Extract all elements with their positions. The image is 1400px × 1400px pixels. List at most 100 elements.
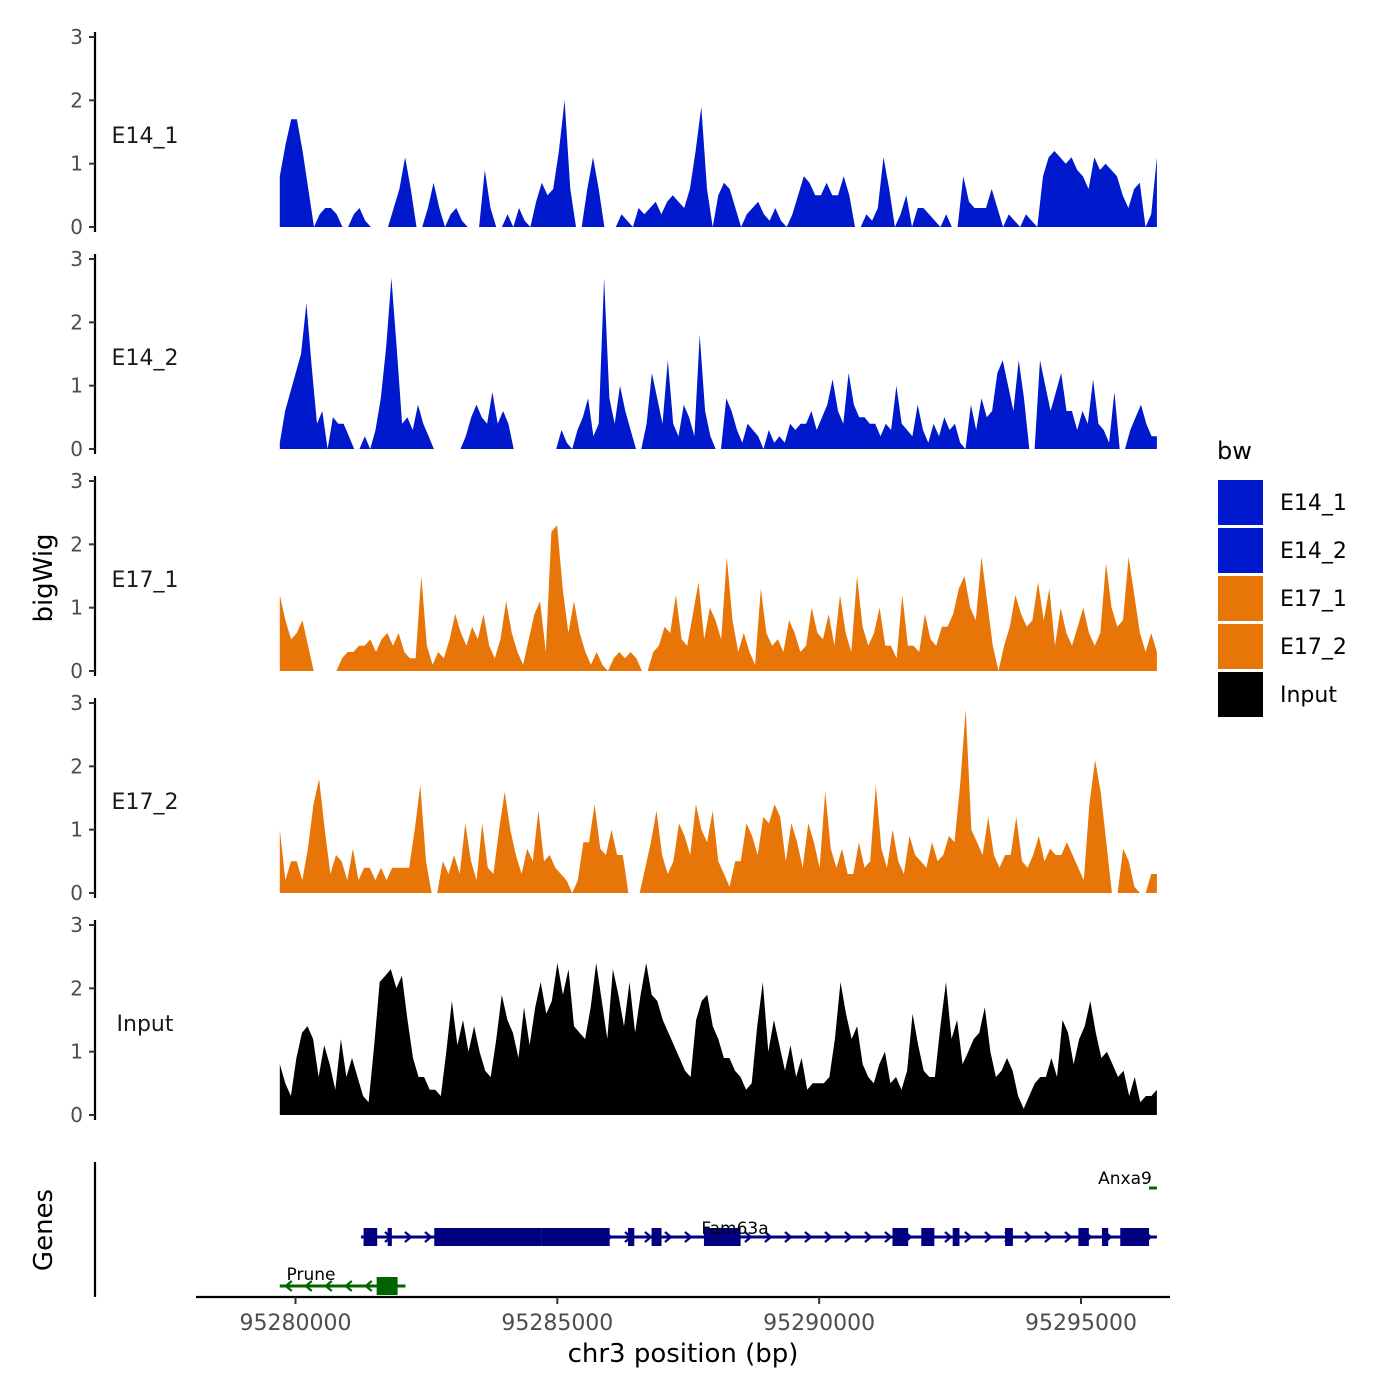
track-E14_1: 0 1 2 3 E14_1: [70, 25, 1157, 239]
y-axis-label: bigWig: [29, 533, 59, 622]
legend-swatch: [1218, 576, 1263, 621]
exon-block: [1005, 1228, 1013, 1246]
gene-Prune: Prune: [279, 1265, 406, 1295]
track-label: E14_1: [112, 124, 179, 149]
y-tick-label: 1: [70, 596, 83, 620]
x-axis: 95280000 95285000 95290000 95295000: [196, 1295, 1170, 1336]
strand-arrow: [664, 1231, 673, 1243]
y-tick-label: 0: [70, 1103, 83, 1127]
strand-arrow: [864, 1231, 873, 1243]
coverage-tracks: 0 1 2 3 E14_1 0 1 2 3 E14_2 0 1 2 3 E17_1 0 1 2 3 E17_2 0 1 2 3…: [70, 25, 1157, 1127]
y-tick-label: 2: [70, 754, 83, 778]
y-tick-label: 2: [70, 532, 83, 556]
exon-block: [1120, 1228, 1150, 1246]
y-tick-label: 0: [70, 437, 83, 461]
gene-Fam63a: Fam63a: [360, 1219, 1157, 1246]
gene-label: Anxa9: [1098, 1169, 1152, 1189]
track-label: E17_1: [112, 568, 179, 593]
y-tick-label: 2: [70, 88, 83, 112]
track-E17_2: 0 1 2 3 E17_2: [70, 691, 1157, 905]
track-label: E17_2: [112, 790, 179, 815]
exon-block: [541, 1228, 610, 1246]
exon-block: [651, 1228, 662, 1246]
gene-label: Prune: [287, 1265, 336, 1285]
strand-arrow: [1024, 1231, 1033, 1243]
strand-arrow: [884, 1231, 893, 1243]
exon-block: [1078, 1228, 1089, 1246]
y-tick-label: 1: [70, 818, 83, 842]
gene-label: Fam63a: [701, 1219, 768, 1239]
y-tick-label: 1: [70, 374, 83, 398]
legend-swatch: [1218, 624, 1263, 669]
legend-swatch: [1218, 528, 1263, 573]
strand-arrow: [1044, 1231, 1053, 1243]
strand-arrow: [1064, 1231, 1073, 1243]
x-axis-label: chr3 position (bp): [568, 1339, 799, 1369]
exon-block: [921, 1228, 935, 1246]
strand-arrow: [324, 1280, 333, 1292]
exon-block: [484, 1228, 542, 1246]
coverage-area-E14_2: [279, 278, 1157, 449]
exon-block: [952, 1228, 960, 1246]
legend: bw E14_1 E14_2 E17_1 E17_2 Input: [1217, 437, 1347, 717]
legend-label: Input: [1280, 683, 1337, 708]
strand-arrow: [344, 1280, 353, 1292]
legend-title: bw: [1217, 437, 1252, 465]
strand-arrow: [284, 1280, 293, 1292]
strand-arrow: [844, 1231, 853, 1243]
strand-arrow: [304, 1280, 313, 1292]
legend-label: E14_2: [1280, 539, 1347, 564]
strand-arrow: [744, 1231, 753, 1243]
strand-arrow: [364, 1280, 373, 1292]
y-tick-label: 3: [70, 913, 83, 937]
y-tick-label: 2: [70, 310, 83, 334]
x-tick-label: 95280000: [240, 1311, 352, 1336]
y-tick-label: 0: [70, 881, 83, 905]
y-tick-label: 3: [70, 469, 83, 493]
genes-axis-label: Genes: [29, 1189, 59, 1271]
strand-arrow: [764, 1231, 773, 1243]
strand-arrow: [804, 1231, 813, 1243]
x-tick-label: 95285000: [501, 1311, 613, 1336]
y-tick-label: 3: [70, 25, 83, 49]
coverage-area-E17_1: [279, 525, 1157, 671]
strand-arrow: [784, 1231, 793, 1243]
exon-block: [387, 1228, 392, 1246]
gene-Anxa9: Anxa9: [1098, 1169, 1157, 1190]
coverage-area-Input: [279, 963, 1157, 1115]
strand-arrow: [424, 1231, 433, 1243]
strand-arrow: [824, 1231, 833, 1243]
track-E14_2: 0 1 2 3 E14_2: [70, 247, 1157, 461]
y-tick-label: 0: [70, 215, 83, 239]
exon-block: [434, 1228, 485, 1246]
y-tick-label: 2: [70, 976, 83, 1000]
exon-block: [376, 1277, 398, 1295]
y-tick-label: 1: [70, 1040, 83, 1064]
strand-arrow: [944, 1231, 953, 1243]
legend-label: E14_1: [1280, 491, 1347, 516]
exon-block: [892, 1228, 909, 1246]
legend-label: E17_1: [1280, 587, 1347, 612]
y-tick-label: 3: [70, 691, 83, 715]
track-label: E14_2: [112, 346, 179, 371]
track-label: Input: [117, 1012, 174, 1037]
y-tick-label: 3: [70, 247, 83, 271]
track-E17_1: 0 1 2 3 E17_1: [70, 469, 1157, 683]
exon-block: [1101, 1228, 1109, 1246]
exon-block: [628, 1228, 635, 1246]
y-tick-label: 1: [70, 152, 83, 176]
strand-arrow: [984, 1231, 993, 1243]
coverage-area-E14_1: [279, 100, 1157, 227]
y-tick-label: 0: [70, 659, 83, 683]
x-tick-label: 95290000: [763, 1311, 875, 1336]
strand-arrow: [684, 1231, 693, 1243]
exon-block: [363, 1228, 378, 1246]
strand-arrow: [964, 1231, 973, 1243]
legend-label: E17_2: [1280, 635, 1347, 660]
legend-swatch: [1218, 480, 1263, 525]
coverage-area-E17_2: [279, 709, 1157, 893]
strand-arrow: [644, 1231, 653, 1243]
genes-panel: Fam63a Prune Anxa9: [93, 1162, 1157, 1297]
